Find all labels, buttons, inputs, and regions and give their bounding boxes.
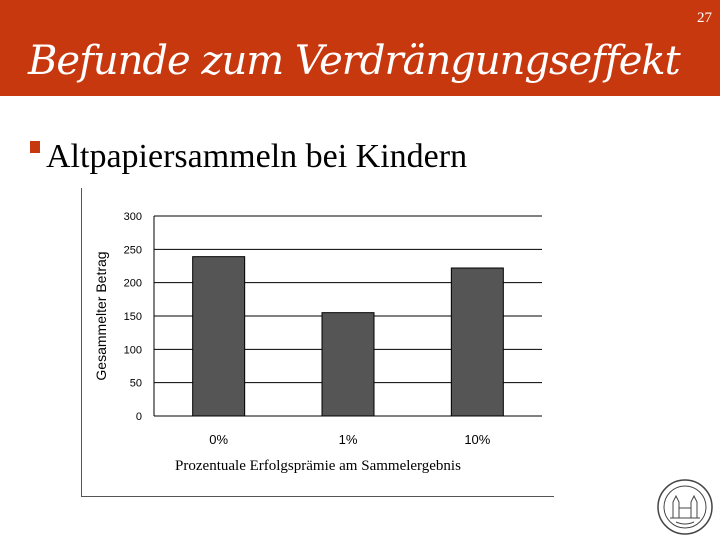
x-axis-label: Prozentuale Erfolgsprämie am Sammelergeb… — [175, 458, 461, 474]
slide-title: Befunde zum Verdrängungseffekt — [28, 38, 681, 84]
bullet-text: Altpapiersammeln bei Kindern — [46, 138, 468, 175]
y-tick-label: 150 — [124, 311, 142, 323]
title-banner: 27 Befunde zum Verdrängungseffekt — [0, 0, 720, 96]
x-tick-label: 10% — [464, 432, 490, 447]
bar — [321, 312, 375, 417]
page-number: 27 — [697, 10, 712, 26]
bar — [192, 256, 246, 417]
y-tick-label: 0 — [136, 411, 142, 423]
y-axis-label: Gesammelter Betrag — [93, 251, 109, 380]
bullet-item: Altpapiersammeln bei Kindern — [30, 138, 467, 176]
bullet-square-icon — [30, 141, 40, 153]
x-tick-label: 0% — [209, 432, 228, 447]
university-seal-icon — [657, 479, 713, 535]
bar — [450, 267, 504, 417]
bar-chart: 0 50 100 150 200 250 300 0% 1% 10% Gesammelter Bet… — [81, 188, 554, 497]
y-tick-label: 300 — [124, 211, 142, 223]
y-tick-label: 50 — [130, 378, 142, 390]
x-tick-label: 1% — [339, 432, 358, 447]
chart-canvas: 0 50 100 150 200 250 300 0% 1% 10% Gesammelter Bet… — [93, 211, 542, 447]
y-tick-label: 100 — [124, 344, 142, 356]
y-tick-label: 250 — [124, 244, 142, 256]
y-tick-label: 200 — [124, 278, 142, 290]
